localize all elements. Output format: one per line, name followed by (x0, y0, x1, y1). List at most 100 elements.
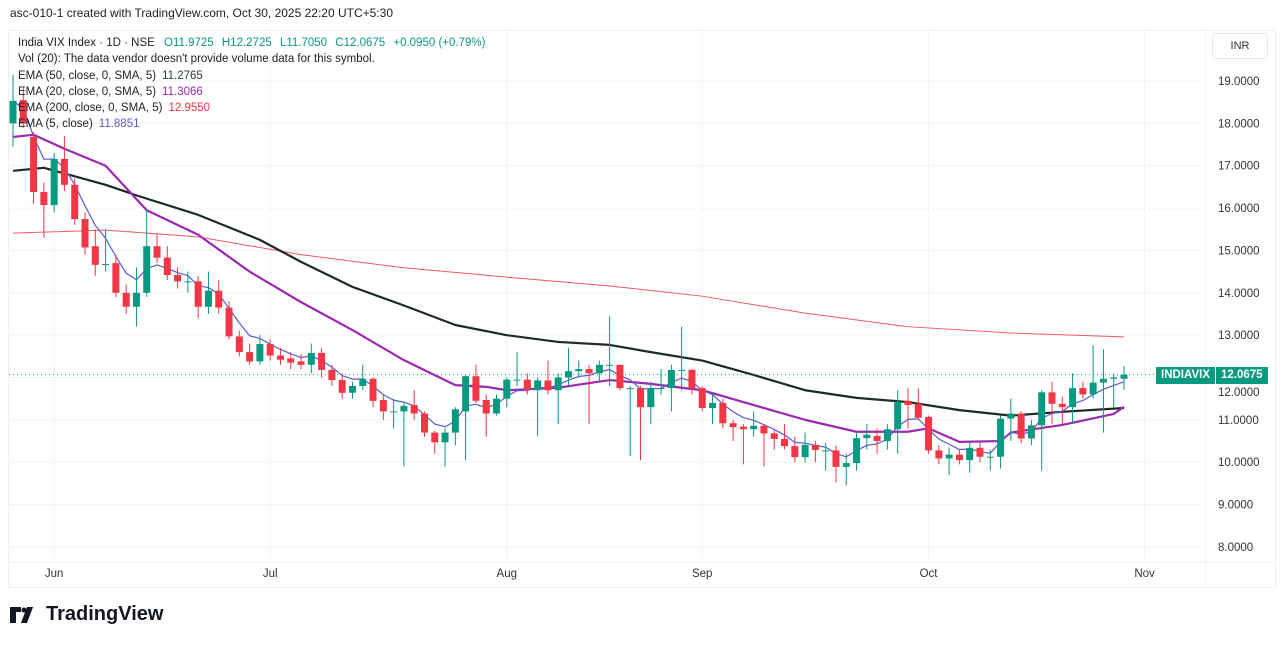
candle[interactable] (781, 424, 789, 450)
candle[interactable] (472, 364, 480, 403)
candle[interactable] (554, 373, 562, 425)
candle[interactable] (163, 246, 171, 281)
candle[interactable] (9, 74, 17, 147)
candle[interactable] (750, 411, 758, 437)
candle[interactable] (1099, 349, 1107, 433)
candle[interactable] (420, 411, 428, 437)
candle[interactable] (801, 432, 809, 463)
candle[interactable] (143, 208, 151, 298)
candle[interactable] (1007, 398, 1015, 442)
candle[interactable] (811, 441, 819, 463)
candle[interactable] (328, 364, 336, 386)
legend-symbol-row[interactable]: India VIX Index · 1D · NSE O11.9725 H12.… (18, 35, 485, 51)
candle[interactable] (390, 398, 398, 429)
candle[interactable] (256, 335, 264, 365)
legend-ema5[interactable]: EMA (5, close) 11.8851 (18, 116, 485, 132)
candle[interactable] (184, 271, 192, 293)
candle[interactable] (894, 390, 902, 454)
candle[interactable] (667, 364, 675, 412)
legend-ema200[interactable]: EMA (200, close, 0, SMA, 5) 12.9550 (18, 100, 485, 116)
candle[interactable] (215, 280, 223, 314)
candle[interactable] (194, 275, 202, 319)
candle[interactable] (534, 377, 542, 436)
candle[interactable] (997, 415, 1005, 469)
candle[interactable] (102, 229, 110, 272)
candle[interactable] (585, 364, 593, 425)
legend-ema20[interactable]: EMA (20, close, 0, SMA, 5) 11.3066 (18, 84, 485, 100)
candle[interactable] (379, 394, 387, 420)
candle[interactable] (91, 229, 99, 276)
candle[interactable] (40, 182, 48, 238)
candle[interactable] (883, 424, 891, 450)
candle[interactable] (1120, 365, 1128, 391)
candle[interactable] (1089, 345, 1097, 399)
candle[interactable] (348, 381, 356, 399)
candle[interactable] (297, 354, 305, 370)
candle[interactable] (523, 373, 531, 395)
candle[interactable] (832, 445, 840, 483)
candle[interactable] (60, 136, 68, 192)
candle[interactable] (925, 415, 933, 454)
candle[interactable] (462, 375, 470, 461)
candle[interactable] (1017, 411, 1025, 444)
candle[interactable] (50, 153, 58, 213)
candle[interactable] (71, 178, 79, 226)
candle[interactable] (112, 254, 120, 298)
candle[interactable] (1048, 381, 1056, 425)
candle[interactable] (246, 343, 254, 365)
candle[interactable] (904, 388, 912, 429)
candle[interactable] (451, 407, 459, 446)
candle[interactable] (729, 419, 737, 442)
candle[interactable] (966, 441, 974, 473)
candle[interactable] (225, 301, 233, 340)
candle[interactable] (1110, 373, 1118, 408)
candle[interactable] (565, 347, 572, 386)
currency-button[interactable]: INR (1212, 33, 1268, 59)
candle[interactable] (1038, 390, 1046, 471)
candle[interactable] (1069, 373, 1077, 425)
candle[interactable] (235, 330, 243, 357)
candle[interactable] (647, 381, 655, 425)
candle[interactable] (709, 394, 717, 425)
candle[interactable] (657, 369, 665, 395)
candle[interactable] (318, 347, 326, 378)
candle[interactable] (606, 316, 614, 386)
candle[interactable] (842, 453, 850, 486)
candle[interactable] (698, 385, 706, 412)
candle[interactable] (513, 352, 521, 386)
candle[interactable] (492, 394, 500, 416)
candle[interactable] (914, 388, 922, 420)
candle[interactable] (873, 428, 881, 454)
candle[interactable] (503, 377, 511, 408)
candle[interactable] (863, 424, 871, 450)
candle[interactable] (122, 284, 130, 314)
candle[interactable] (81, 212, 89, 255)
candle[interactable] (287, 352, 295, 370)
candle[interactable] (853, 432, 861, 471)
candle[interactable] (410, 390, 418, 420)
candle[interactable] (637, 385, 645, 461)
candle[interactable] (153, 233, 161, 264)
candle[interactable] (791, 436, 799, 463)
candle[interactable] (739, 424, 747, 465)
candle[interactable] (955, 449, 963, 465)
candle[interactable] (307, 343, 315, 374)
candle[interactable] (595, 360, 603, 382)
candle[interactable] (441, 428, 449, 467)
candle[interactable] (760, 424, 768, 467)
candle[interactable] (30, 131, 38, 204)
candle[interactable] (276, 347, 284, 365)
candle[interactable] (1058, 396, 1066, 425)
candle[interactable] (986, 449, 994, 471)
candle[interactable] (770, 430, 778, 450)
candle[interactable] (369, 377, 377, 408)
candle[interactable] (678, 326, 686, 391)
candle[interactable] (359, 364, 367, 391)
candle[interactable] (626, 385, 634, 456)
candle[interactable] (266, 339, 274, 361)
candle[interactable] (976, 441, 984, 463)
candle[interactable] (575, 360, 583, 378)
candle[interactable] (1079, 381, 1087, 399)
candle[interactable] (616, 364, 624, 391)
